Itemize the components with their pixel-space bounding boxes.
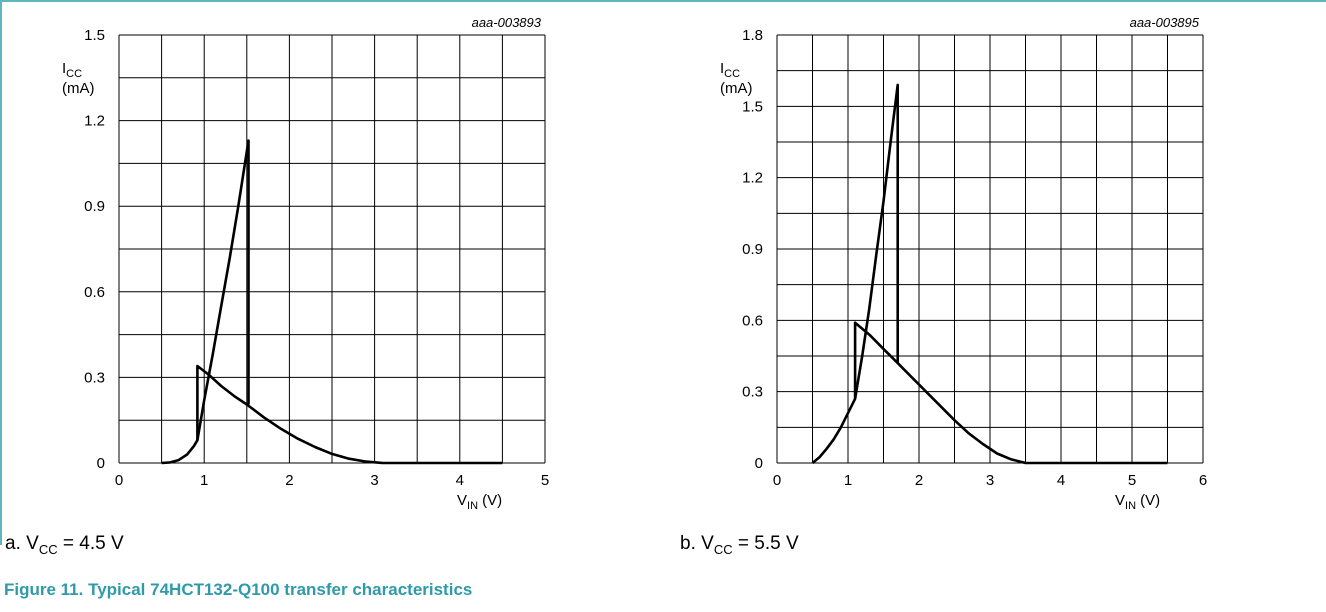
chart-b-y-tick-label: 0.6 (742, 312, 763, 329)
chart-b-series-2-line (853, 83, 899, 400)
caption-a-prefix: a. V (5, 533, 39, 554)
caption-b-prefix: b. V (680, 533, 714, 554)
chart-b-y-axis-unit: (mA) (720, 80, 753, 97)
chart-a-x-tick-label: 0 (115, 472, 123, 489)
chart-a-y-tick-label: 1.2 (84, 113, 105, 130)
chart-a-x-tick-label: 1 (200, 472, 208, 489)
chart-b-x-tick-label: 3 (986, 472, 994, 489)
frame-top-border (0, 0, 1326, 2)
chart-b-y-tick-label: 0 (755, 455, 763, 472)
caption-b-suffix: = 5.5 V (732, 533, 799, 554)
caption-b: b. VCC = 5.5 V (680, 533, 799, 557)
chart-b-y-tick-label: 0.9 (742, 241, 763, 258)
chart-a-x-tick-label: 5 (541, 472, 549, 489)
chart-b-x-axis-label: VIN (V) (1115, 492, 1160, 512)
chart-b-y-axis-label: ICC (720, 60, 740, 80)
chart-a-y-tick-label: 1.5 (84, 27, 105, 44)
figure-title: Figure 11. Typical 74HCT132-Q100 transfe… (4, 580, 473, 599)
chart-b-x-tick-label: 5 (1128, 472, 1136, 489)
chart-a-y-tick-label: 0.6 (84, 284, 105, 301)
chart-b-ref-id: aaa-003895 (1130, 15, 1200, 30)
chart-a-series-1-line (161, 364, 503, 465)
chart-a-series-2-line (196, 139, 250, 441)
chart-b-y-tick-label: 1.5 (742, 98, 763, 115)
chart-b-x-tick-label: 4 (1057, 472, 1065, 489)
caption-b-sub: CC (713, 541, 733, 557)
chart-a-x-tick-label: 4 (456, 472, 464, 489)
chart-a-y-tick-label: 0.3 (84, 369, 105, 386)
chart-a-y-axis-unit: (mA) (62, 80, 95, 97)
chart-b-x-tick-label: 6 (1199, 472, 1207, 489)
chart-b-y-tick-label: 1.2 (742, 170, 763, 187)
chart-b-x-tick-label: 2 (915, 472, 923, 489)
chart-a-x-tick-label: 3 (370, 472, 378, 489)
chart-a-y-tick-label: 0 (97, 455, 105, 472)
chart-a-y-tick-label: 0.9 (84, 198, 105, 215)
caption-a-suffix: = 4.5 V (57, 533, 124, 554)
chart-a-x-axis-label: VIN (V) (457, 492, 502, 512)
chart-a-y-axis-label: ICC (62, 60, 82, 80)
chart-b-series-1-line (811, 321, 1168, 465)
frame-left-border (0, 0, 2, 545)
chart-a-x-tick-label: 2 (285, 472, 293, 489)
chart-b-y-tick-label: 0.3 (742, 384, 763, 401)
caption-a: a. VCC = 4.5 V (5, 533, 124, 557)
caption-a-sub: CC (38, 541, 58, 557)
chart-b-x-tick-label: 0 (773, 472, 781, 489)
chart-b-x-tick-label: 1 (844, 472, 852, 489)
chart-b-y-tick-label: 1.8 (742, 27, 763, 44)
chart-a-ref-id: aaa-003893 (472, 15, 542, 30)
